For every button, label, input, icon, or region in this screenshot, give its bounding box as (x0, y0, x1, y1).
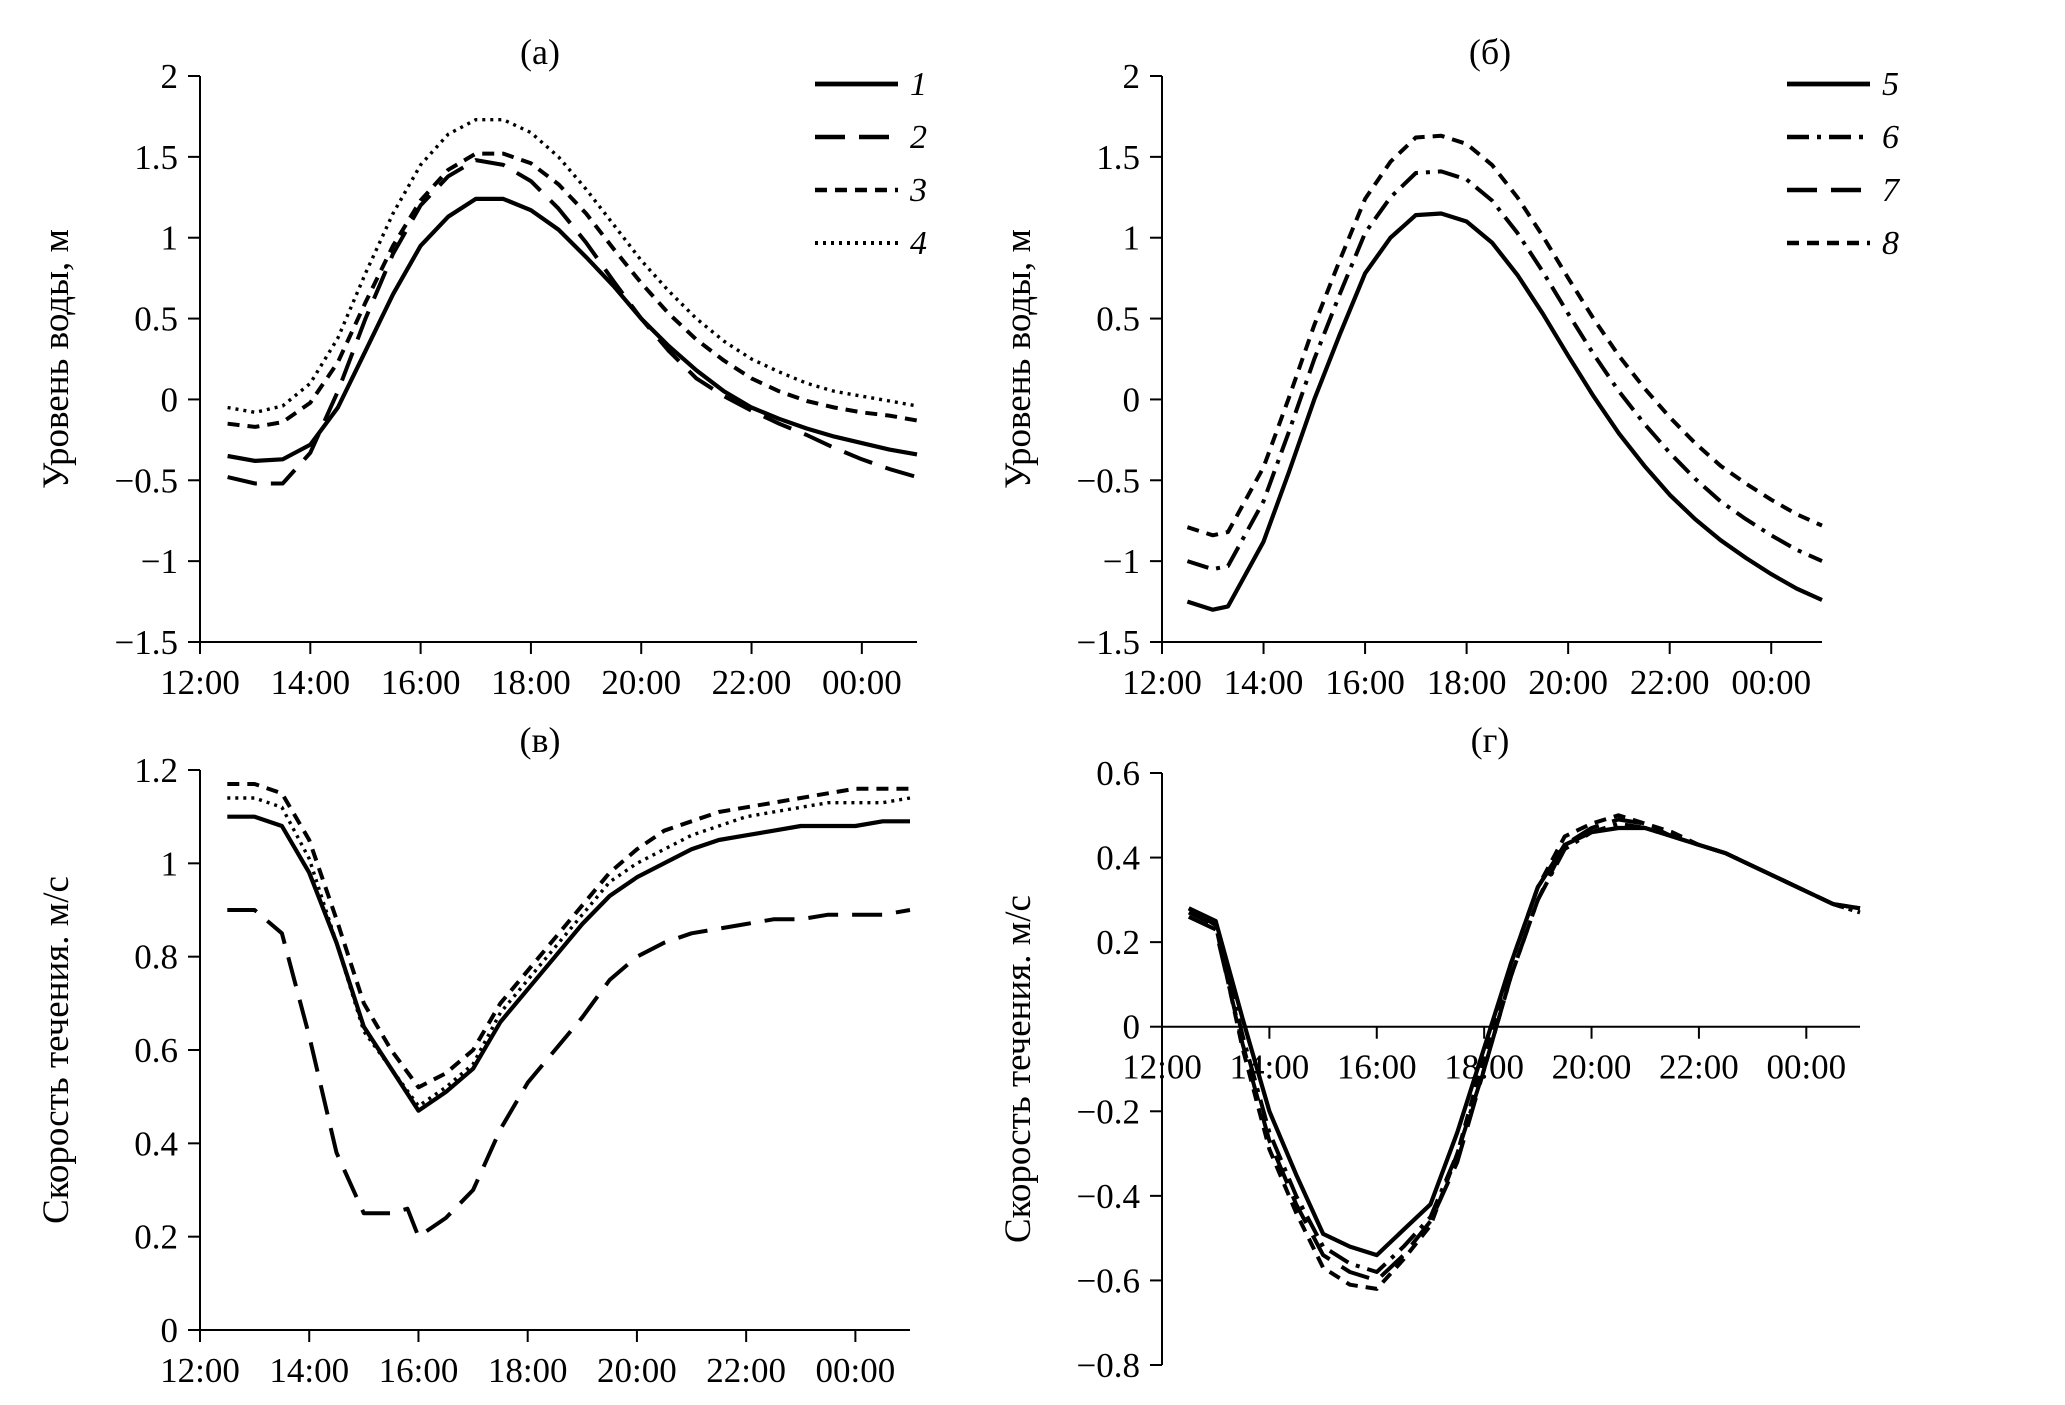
legend-label: 3 (909, 172, 927, 209)
x-tick-label: 00:00 (816, 1351, 896, 1390)
y-tick-label: 0.2 (1096, 923, 1140, 962)
x-tick-label: 16:00 (1325, 663, 1405, 702)
series-line-5 (1186, 211, 1823, 612)
x-tick-label: 18:00 (488, 1351, 568, 1390)
series-line-2 (227, 158, 918, 486)
y-tick-label: 0 (1123, 1008, 1141, 1047)
y-tick-label: 0.5 (134, 300, 178, 339)
panel-title: (г) (1471, 720, 1510, 760)
panel-title: (а) (520, 32, 560, 72)
y-tick-label: −0.2 (1077, 1092, 1141, 1131)
panel-title: (в) (520, 720, 561, 760)
x-tick-label: 00:00 (822, 663, 902, 702)
x-tick-label: 12:00 (160, 663, 240, 702)
x-tick-label: 18:00 (1427, 663, 1507, 702)
series-line-1 (227, 196, 918, 463)
x-tick-label: 20:00 (1528, 663, 1608, 702)
y-axis-title: Скорость течения. м/с (36, 876, 77, 1224)
y-tick-label: 0 (1123, 380, 1141, 419)
series-line-8 (1187, 813, 1861, 1291)
series-line-4 (227, 796, 911, 1108)
x-tick-label: 14:00 (269, 1351, 349, 1390)
x-tick-label: 14:00 (270, 663, 350, 702)
legend-label: 6 (1882, 119, 1899, 156)
y-tick-label: 1.5 (1096, 138, 1140, 177)
y-tick-label: 0.4 (1096, 839, 1140, 878)
series-line-3 (227, 151, 918, 429)
x-tick-label: 20:00 (1552, 1048, 1632, 1087)
x-tick-label: 20:00 (601, 663, 681, 702)
y-tick-label: −1.5 (115, 623, 179, 662)
y-tick-label: 2 (161, 57, 179, 96)
series-line-6 (1186, 169, 1823, 572)
y-tick-label: 0.6 (134, 1031, 178, 1070)
y-tick-label: 1.5 (134, 138, 178, 177)
y-axis-title: Уровень воды, м (998, 229, 1039, 489)
y-axis-title: Скорость течения. м/с (998, 895, 1039, 1243)
x-tick-label: 16:00 (1337, 1048, 1417, 1087)
x-tick-label: 18:00 (491, 663, 571, 702)
panel-a: −1.5 −1 −0.5 0 0.5 1 1.5 2 12:00 14:00 16:00 18:00 2… (36, 32, 927, 702)
legend-label: 2 (910, 119, 927, 156)
x-tick-label: 00:00 (1731, 663, 1811, 702)
y-tick-label: −1 (1103, 542, 1140, 581)
x-tick-label: 14:00 (1230, 1048, 1310, 1087)
y-tick-label: −0.8 (1077, 1346, 1141, 1385)
y-tick-label: 2 (1123, 57, 1141, 96)
panel-b: −1.5 −1 −0.5 0 0.5 1 1.5 2 12:00 14:00 16:00 18:00 2… (998, 32, 1901, 702)
series-line-8 (1186, 133, 1823, 538)
x-tick-label: 22:00 (706, 1351, 786, 1390)
panel-d: −0.8 −0.6 −0.4 −0.2 0 0.2 0.4 0.6 12:00 14:00 16:0… (998, 720, 1861, 1385)
y-tick-label: 0.8 (134, 938, 178, 977)
series-line-1 (227, 814, 910, 1113)
legend-label: 8 (1882, 225, 1899, 262)
legend-label: 1 (910, 66, 927, 103)
legend-label: 4 (910, 225, 927, 262)
x-tick-label: 12:00 (160, 1351, 240, 1390)
y-tick-label: 1 (161, 844, 179, 883)
y-tick-label: 0.5 (1096, 300, 1140, 339)
x-tick-label: 16:00 (379, 1351, 459, 1390)
y-tick-label: 0 (161, 1311, 179, 1350)
series-line-3 (227, 782, 910, 1090)
y-tick-label: 1 (1123, 219, 1141, 258)
x-tick-label: 16:00 (381, 663, 461, 702)
y-tick-label: −1 (141, 542, 178, 581)
y-tick-label: 0.2 (134, 1218, 178, 1257)
y-tick-label: −1.5 (1077, 623, 1141, 662)
legend-label: 7 (1882, 172, 1901, 209)
x-tick-label: 22:00 (712, 663, 792, 702)
panel-title: (б) (1469, 32, 1511, 72)
y-tick-label: 0.6 (1096, 754, 1140, 793)
x-tick-label: 12:00 (1122, 663, 1202, 702)
y-tick-label: 0 (161, 380, 179, 419)
y-tick-label: −0.5 (1077, 461, 1141, 500)
x-tick-label: 20:00 (597, 1351, 677, 1390)
y-tick-label: 1.2 (134, 751, 178, 790)
y-tick-label: −0.6 (1077, 1261, 1141, 1300)
x-tick-label: 12:00 (1122, 1048, 1202, 1087)
panel-c: 0 0.2 0.4 0.6 0.8 1 1.2 12:00 14:00 16:00 18:00 20:… (36, 720, 911, 1390)
series-line-2 (227, 908, 911, 1239)
y-tick-label: −0.5 (115, 461, 179, 500)
legend-label: 5 (1882, 66, 1899, 103)
series-line-5 (1187, 825, 1861, 1258)
y-axis-title: Уровень воды, м (36, 229, 77, 489)
x-tick-label: 14:00 (1224, 663, 1304, 702)
x-tick-label: 22:00 (1630, 663, 1710, 702)
y-tick-label: 0.4 (134, 1124, 178, 1163)
x-tick-label: 22:00 (1659, 1048, 1739, 1087)
series-line-4 (227, 118, 918, 415)
y-tick-label: −0.4 (1077, 1177, 1141, 1216)
y-tick-label: 1 (161, 219, 179, 258)
x-tick-label: 00:00 (1766, 1048, 1846, 1087)
